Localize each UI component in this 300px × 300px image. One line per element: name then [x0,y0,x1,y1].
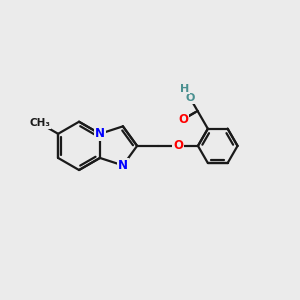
Text: O: O [173,140,183,152]
Text: N: N [95,127,105,140]
Text: H: H [180,84,189,94]
Text: O: O [178,113,188,126]
Text: CH₃: CH₃ [29,118,50,128]
Text: O: O [185,93,195,103]
Text: N: N [118,159,128,172]
